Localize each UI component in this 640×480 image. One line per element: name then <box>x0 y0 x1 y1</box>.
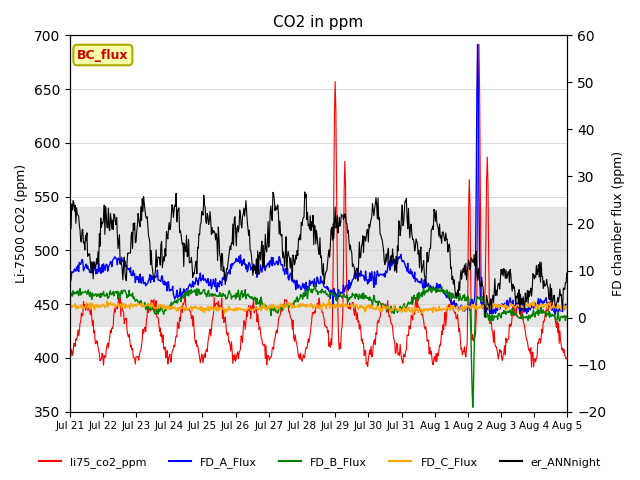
Y-axis label: FD chamber flux (ppm): FD chamber flux (ppm) <box>612 151 625 296</box>
Legend: li75_co2_ppm, FD_A_Flux, FD_B_Flux, FD_C_Flux, er_ANNnight: li75_co2_ppm, FD_A_Flux, FD_B_Flux, FD_C… <box>35 452 605 472</box>
Text: BC_flux: BC_flux <box>77 48 129 61</box>
Y-axis label: Li-7500 CO2 (ppm): Li-7500 CO2 (ppm) <box>15 164 28 283</box>
Bar <box>70 207 568 325</box>
Title: CO2 in ppm: CO2 in ppm <box>273 15 364 30</box>
